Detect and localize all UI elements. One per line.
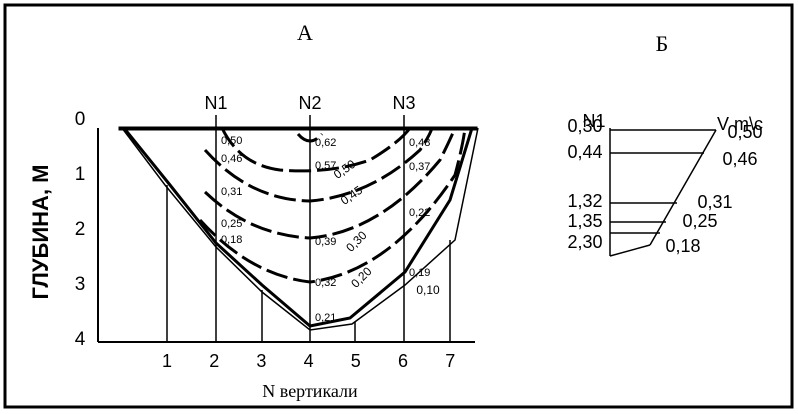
vertical-velocity: 0,19 [409,267,430,279]
vertical-name: N2 [298,93,321,113]
isotach-label: 0,10 [416,283,440,297]
x-tick-label: 5 [351,351,361,371]
profile-depth: 1,35 [567,211,602,231]
isotachs [198,127,467,284]
profile-depth: 1,32 [567,191,602,211]
frame [3,3,794,409]
water-surface [118,126,478,131]
panel-b-title: Б [656,31,669,56]
y-tick-label: 3 [75,274,86,295]
vertical-velocity: 0,22 [409,207,430,219]
profile-velocity: 0,31 [697,192,732,212]
vertical-velocity: 0,46 [221,153,242,165]
x-tick-label: 3 [256,351,266,371]
profile-velocity: 0,46 [722,149,757,169]
vertical-velocity: 0,25 [221,218,242,230]
profile-velocity: 0,25 [682,211,717,231]
profile-velocity: 0,18 [665,236,700,256]
vertical-name: N3 [392,93,415,113]
vertical-velocity: 0,62 [315,137,336,149]
y-tick-label: 0 [75,109,86,130]
verticals [166,115,451,342]
panel-a-drawing [97,115,479,343]
x-tick-label: 6 [398,351,408,371]
x-tick-label: 4 [304,351,314,371]
panel-b-drawing [609,128,717,257]
x-tick-label: 7 [445,351,455,371]
vertical-velocity: 0,39 [315,236,336,248]
x-tick-label: 2 [209,351,219,371]
profile-depth: 0,44 [567,142,602,162]
vertical-velocity: 0,32 [315,277,336,289]
vertical-velocity: 0,57 [315,160,336,172]
vertical-velocity: 0,48 [409,137,430,149]
vertical-velocity: 0,31 [221,186,242,198]
vertical-velocity: 0,21 [315,312,336,324]
profile-velocity: 0,50 [727,122,762,142]
y-axis-title: ГЛУБИНА, М [28,165,53,300]
profile-depth: 0,30 [567,116,602,136]
vertical-velocity: 0,50 [221,135,242,147]
y-tick-label: 2 [75,219,86,240]
profile-depth: 2,30 [567,232,602,252]
y-tick-label: 1 [75,164,86,185]
vertical-name: N1 [204,93,227,113]
profile-vertical: N1 [582,111,605,131]
vertical-velocity: 0,37 [409,161,430,173]
y-tick-label: 4 [75,329,86,350]
x-axis-title: N вертикали [262,381,358,401]
x-tick-label: 1 [162,351,172,371]
vertical-velocity: 0,18 [221,234,242,246]
profile-unit: V m\c [717,114,763,134]
panel-a-title: А [297,20,313,45]
